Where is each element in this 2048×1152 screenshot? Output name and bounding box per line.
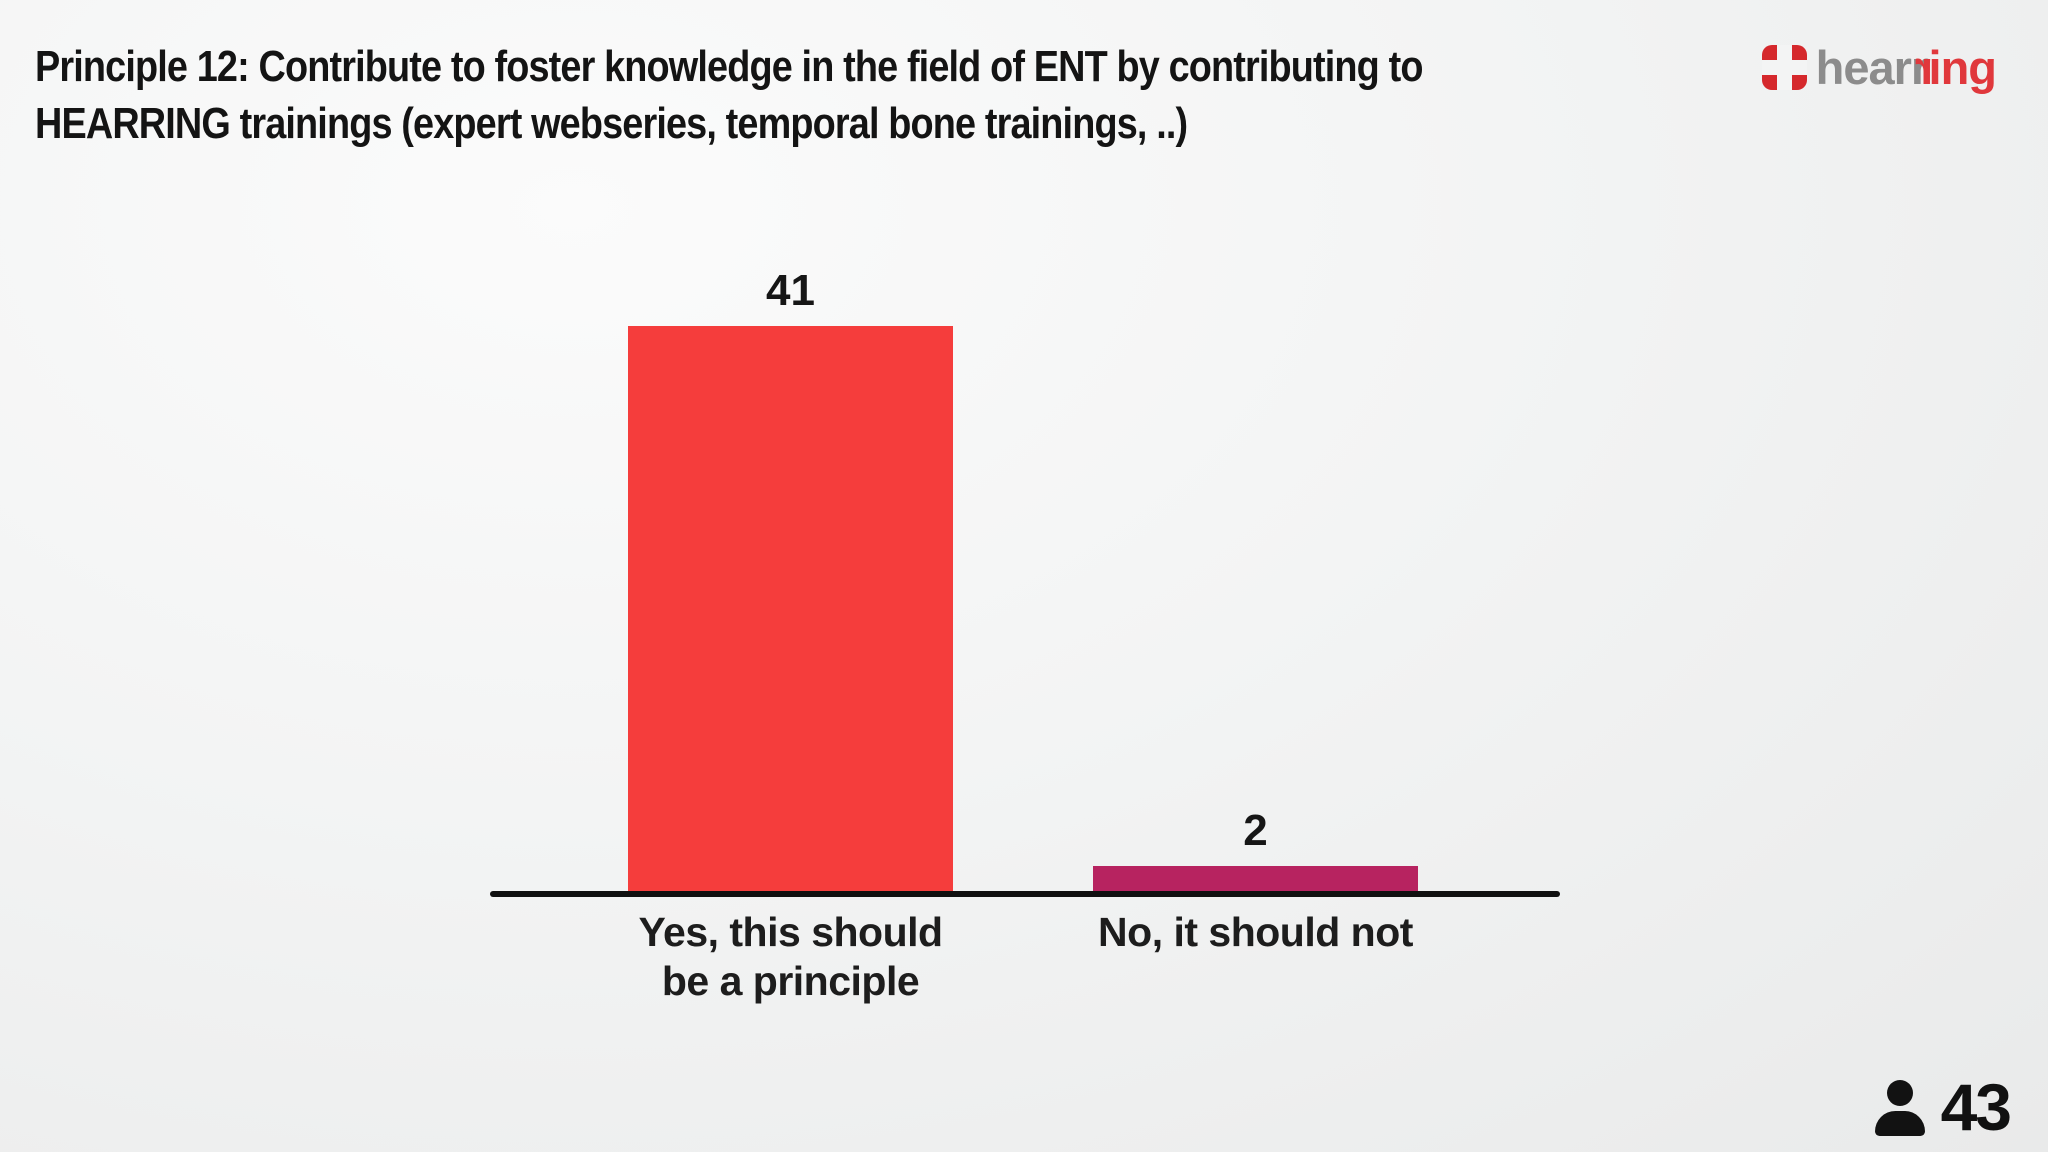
slide-title: Principle 12: Contribute to foster knowl… <box>35 38 1423 152</box>
logo-text-r-flipped: r <box>1916 41 1934 94</box>
bar-value-label-no: 2 <box>1243 806 1268 856</box>
participants-count: 43 <box>1940 1070 2012 1144</box>
bar-value-label-yes: 41 <box>766 266 815 315</box>
logo-text-r: r <box>1910 41 1929 94</box>
category-label-no: No, it should not <box>1098 909 1413 955</box>
slide-title-line-1: Principle 12: Contribute to foster knowl… <box>35 42 1423 91</box>
bar-column-no: 2 <box>1093 806 1418 894</box>
bar-yes <box>628 326 953 894</box>
category-label-yes: Yes, this should be a principle <box>638 909 943 1004</box>
hearring-logo-text: hear r r ing <box>1815 40 1997 95</box>
slide-title-line-2: HEARRING trainings (expert webseries, te… <box>35 99 1188 148</box>
person-icon <box>1874 1080 1925 1136</box>
hearring-cross-icon <box>1761 45 1807 90</box>
participants-counter: 43 <box>1874 1070 2012 1144</box>
logo-text-ing: ing <box>1928 41 1997 94</box>
x-axis-line <box>490 891 1560 897</box>
bar-column-yes: 41 <box>628 266 953 894</box>
hearring-logo: hear r r ing <box>1761 40 1997 95</box>
logo-text-hear: hear <box>1815 41 1912 94</box>
bar-no <box>1093 866 1418 894</box>
